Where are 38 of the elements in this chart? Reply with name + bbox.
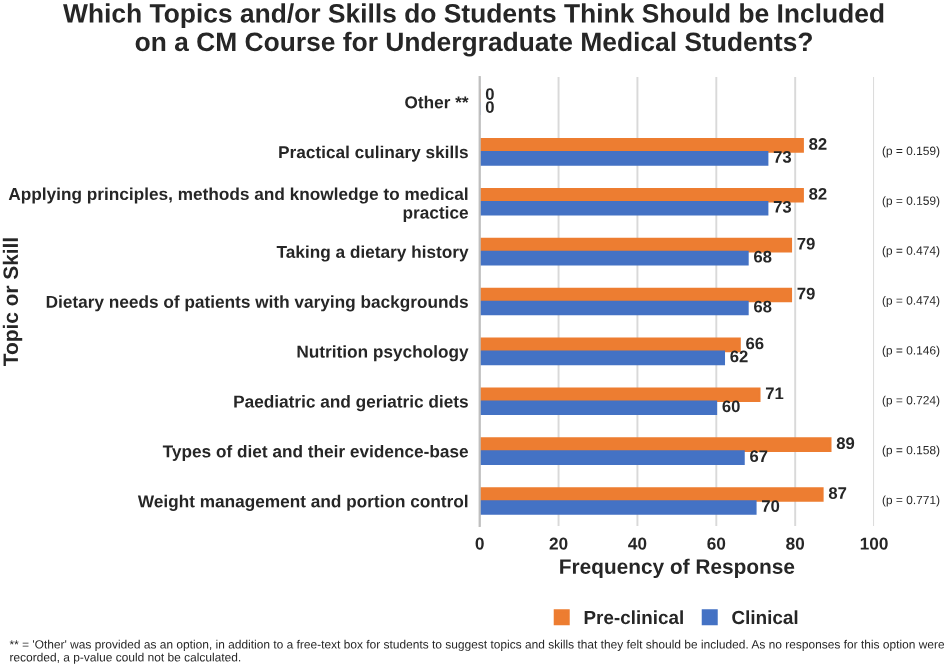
- legend-label: Clinical: [732, 610, 798, 625]
- data-label: 67: [750, 450, 768, 463]
- x-tick-label: 60: [707, 537, 726, 550]
- data-label: 60: [722, 400, 740, 413]
- y-tick-label: Types of diet and their evidence-base: [162, 444, 469, 461]
- y-tick-label: Taking a dietary history: [276, 245, 469, 262]
- y-axis-title: Topic or Skill: [2, 238, 23, 366]
- x-tick-label: 0: [475, 537, 484, 550]
- x-tick-label: 80: [786, 537, 805, 550]
- data-label: 89: [836, 437, 855, 450]
- x-tick-label: 20: [549, 537, 568, 550]
- data-label: 73: [773, 151, 792, 163]
- data-label: 62: [730, 350, 748, 363]
- data-label: 71: [765, 387, 784, 400]
- data-label: 0: [485, 88, 494, 100]
- data-label: 70: [762, 500, 780, 512]
- y-tick-label: Nutrition psychology: [297, 345, 469, 362]
- y-tick-label: Other **: [405, 95, 469, 109]
- data-label: 82: [809, 138, 827, 150]
- y-tick-label: Weight management and portion control: [137, 494, 468, 511]
- data-label: 73: [773, 200, 792, 213]
- data-label: 0: [485, 101, 494, 113]
- data-label: 87: [828, 487, 847, 499]
- y-tick-label: Dietary needs of patients with varying backgrounds: [46, 295, 468, 312]
- x-tick-label: 100: [860, 537, 888, 550]
- y-tick-label: Paediatric and geriatric diets: [234, 395, 468, 412]
- data-label: 68: [754, 300, 772, 313]
- chart-title: Which Topics and/or Skills do Students Think Should be Included on a CM Course for Undergraduate Medical Students?: [63, 3, 884, 57]
- data-label: 66: [746, 337, 764, 350]
- data-label: 79: [797, 237, 815, 250]
- data-label: 82: [809, 187, 827, 200]
- x-axis-title: Frequency of Response: [560, 558, 795, 579]
- y-tick-label: Applying principles, methods and knowledge to medical practice: [8, 187, 468, 223]
- x-tick-label: 40: [628, 537, 647, 550]
- y-tick-label: Practical culinary skills: [279, 145, 468, 162]
- data-label: 79: [797, 287, 815, 300]
- data-label: 68: [754, 250, 772, 263]
- legend-label: Pre-clinical: [584, 610, 683, 625]
